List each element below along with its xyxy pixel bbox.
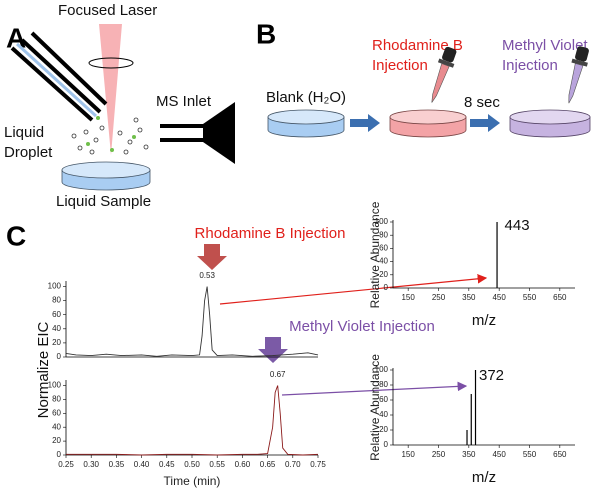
x-tick-label: 450: [492, 293, 506, 302]
y-tick-label: 60: [52, 310, 61, 319]
y-tick-label: 20: [379, 425, 388, 434]
y-tick-label: 40: [379, 410, 388, 419]
panel-label: C: [6, 220, 26, 251]
dropper: [568, 46, 589, 104]
y-axis-label: Relative Abundance: [368, 354, 382, 461]
x-tick-label: 150: [401, 450, 415, 459]
x-tick-label: 150: [401, 293, 415, 302]
panel-label: B: [256, 18, 276, 49]
violet-label: Injection: [502, 57, 558, 74]
laser-beam: [99, 24, 122, 155]
y-tick-label: 0: [384, 440, 389, 449]
x-axis-label: m/z: [472, 469, 496, 486]
ms-inlet: [160, 102, 235, 164]
droplet-label: Droplet: [4, 144, 53, 161]
injection-arrow: [258, 337, 288, 363]
peak-label: 443: [505, 217, 530, 234]
lens: [88, 57, 134, 69]
x-tick-label: 0.45: [159, 460, 175, 469]
x-tick-label: 350: [462, 293, 476, 302]
y-tick-label: 0: [57, 352, 62, 361]
x-tick-label: 0.40: [134, 460, 150, 469]
arrow: [350, 114, 380, 132]
y-tick-label: 100: [375, 217, 389, 226]
x-tick-label: 550: [523, 293, 537, 302]
y-axis-label: Relative Abundance: [368, 201, 382, 308]
panel-label: A: [6, 22, 26, 53]
x-tick-label: 450: [492, 450, 506, 459]
rhodamine-label: Rhodamine B: [372, 37, 463, 54]
violet-label: Methyl Violet: [502, 37, 588, 54]
x-tick-label: 0.60: [235, 460, 251, 469]
eic-trace: [66, 385, 319, 456]
x-tick-label: 0.65: [260, 460, 276, 469]
y-tick-label: 20: [379, 270, 388, 279]
y-tick-label: 100: [48, 282, 62, 291]
x-tick-label: 0.30: [83, 460, 99, 469]
link-arrow: [219, 274, 488, 305]
y-tick-label: 80: [52, 296, 61, 305]
y-tick-label: 60: [379, 244, 388, 253]
annotation: Rhodamine B Injection: [195, 225, 346, 242]
y-tick-label: 0: [57, 450, 62, 459]
y-tick-label: 20: [52, 338, 61, 347]
x-tick-label: 0.50: [184, 460, 200, 469]
x-tick-label: 650: [553, 450, 567, 459]
annotation: Methyl Violet Injection: [289, 318, 435, 335]
x-tick-label: 0.55: [209, 460, 225, 469]
inlet-label: MS Inlet: [156, 93, 212, 110]
x-tick-label: 550: [523, 450, 537, 459]
x-tick-label: 0.75: [310, 460, 326, 469]
y-tick-label: 60: [379, 395, 388, 404]
droplet-source: [10, 31, 108, 122]
droplet-label: Liquid: [4, 124, 44, 141]
charts: 0 20 40 60 80 100 Rhodamine B Injection 0.53 0 20…: [48, 201, 575, 488]
droplet-source: [15, 42, 98, 118]
peak-label: 0.53: [199, 271, 215, 280]
y-tick-label: 0: [384, 283, 389, 292]
blank-label: Blank (H₂O): [266, 89, 346, 106]
x-tick-label: 350: [462, 450, 476, 459]
dish-rhodamine: [389, 109, 467, 138]
dish-blank: [267, 109, 345, 138]
x-tick-label: 250: [432, 450, 446, 459]
x-axis-label: m/z: [472, 312, 496, 329]
y-tick-label: 80: [379, 380, 388, 389]
eic-trace: [65, 286, 319, 357]
liquid-dish: [61, 161, 151, 191]
y-tick-label: 20: [52, 436, 61, 445]
y-tick-label: 40: [379, 257, 388, 266]
injection-arrow: [197, 244, 227, 270]
droplets: [86, 116, 136, 152]
sample-label: Liquid Sample: [56, 193, 151, 210]
peak-label: 0.67: [270, 370, 286, 379]
peak-label: 372: [479, 367, 504, 384]
dish-violet: [509, 109, 591, 138]
y-tick-label: 40: [52, 324, 61, 333]
droplets: [71, 117, 149, 155]
x-tick-label: 650: [553, 293, 567, 302]
link-arrow: [281, 381, 468, 396]
y-tick-label: 40: [52, 422, 61, 431]
y-axis-label: Normalize EIC: [35, 321, 52, 418]
y-tick-label: 100: [375, 365, 389, 374]
arrow: [470, 114, 500, 132]
x-axis-label: Time (min): [164, 474, 221, 488]
x-tick-label: 0.35: [109, 460, 125, 469]
x-tick-label: 250: [432, 293, 446, 302]
dropper: [431, 46, 457, 103]
x-tick-label: 0.25: [58, 460, 74, 469]
y-tick-label: 60: [52, 408, 61, 417]
x-tick-label: 0.70: [285, 460, 301, 469]
y-tick-label: 80: [379, 230, 388, 239]
y-tick-label: 100: [48, 381, 62, 390]
rhodamine-label: Injection: [372, 57, 428, 74]
laser-label: Focused Laser: [58, 2, 157, 19]
y-tick-label: 80: [52, 394, 61, 403]
delay-label: 8 sec: [464, 94, 500, 111]
